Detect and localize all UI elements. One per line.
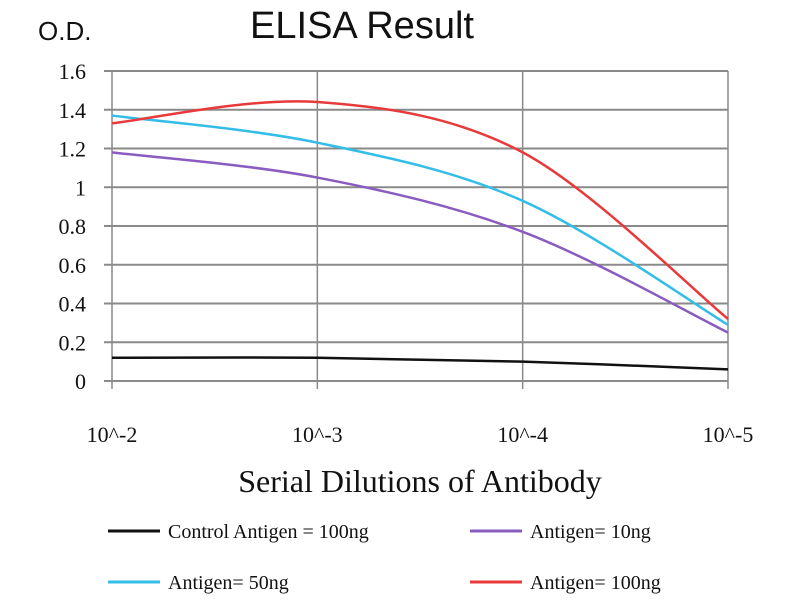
y-tick-label: 1.6: [59, 59, 87, 84]
series-line-3: [111, 100, 729, 320]
legend-label: Antigen= 100ng: [530, 572, 661, 594]
gridlines: [104, 70, 729, 389]
y-tick-label: 0.2: [59, 330, 87, 355]
series-line-2: [111, 114, 729, 326]
legend: Control Antigen = 100ng Antigen= 10ng Anti…: [108, 521, 661, 594]
chart-title: ELISA Result: [250, 5, 474, 47]
x-tick-label: 10^-3: [292, 422, 343, 447]
y-tick-label: 0.6: [59, 253, 87, 278]
y-tick-label: 0: [75, 369, 86, 394]
x-tick-labels: 10^-2 10^-3 10^-4 10^-5: [87, 422, 754, 447]
series-line-0: [111, 356, 729, 371]
series-lines: [111, 100, 729, 371]
legend-label: Control Antigen = 100ng: [168, 521, 369, 543]
legend-label: Antigen= 50ng: [168, 572, 289, 594]
y-tick-labels: 0 0.2 0.4 0.6 0.8 1 1.2 1.4 1.6: [59, 59, 87, 394]
x-tick-label: 10^-2: [87, 422, 138, 447]
y-tick-label: 1.4: [59, 98, 87, 123]
x-tick-label: 10^-5: [703, 422, 754, 447]
y-tick-label: 1: [75, 175, 86, 200]
y-tick-label: 1.2: [59, 137, 87, 162]
y-axis-label: O.D.: [38, 16, 91, 46]
x-axis-label: Serial Dilutions of Antibody: [238, 463, 602, 499]
y-tick-label: 0.4: [59, 292, 87, 317]
series-line-1: [111, 151, 729, 334]
legend-label: Antigen= 10ng: [530, 521, 651, 543]
y-tick-label: 0.8: [59, 214, 87, 239]
x-tick-label: 10^-4: [497, 422, 548, 447]
